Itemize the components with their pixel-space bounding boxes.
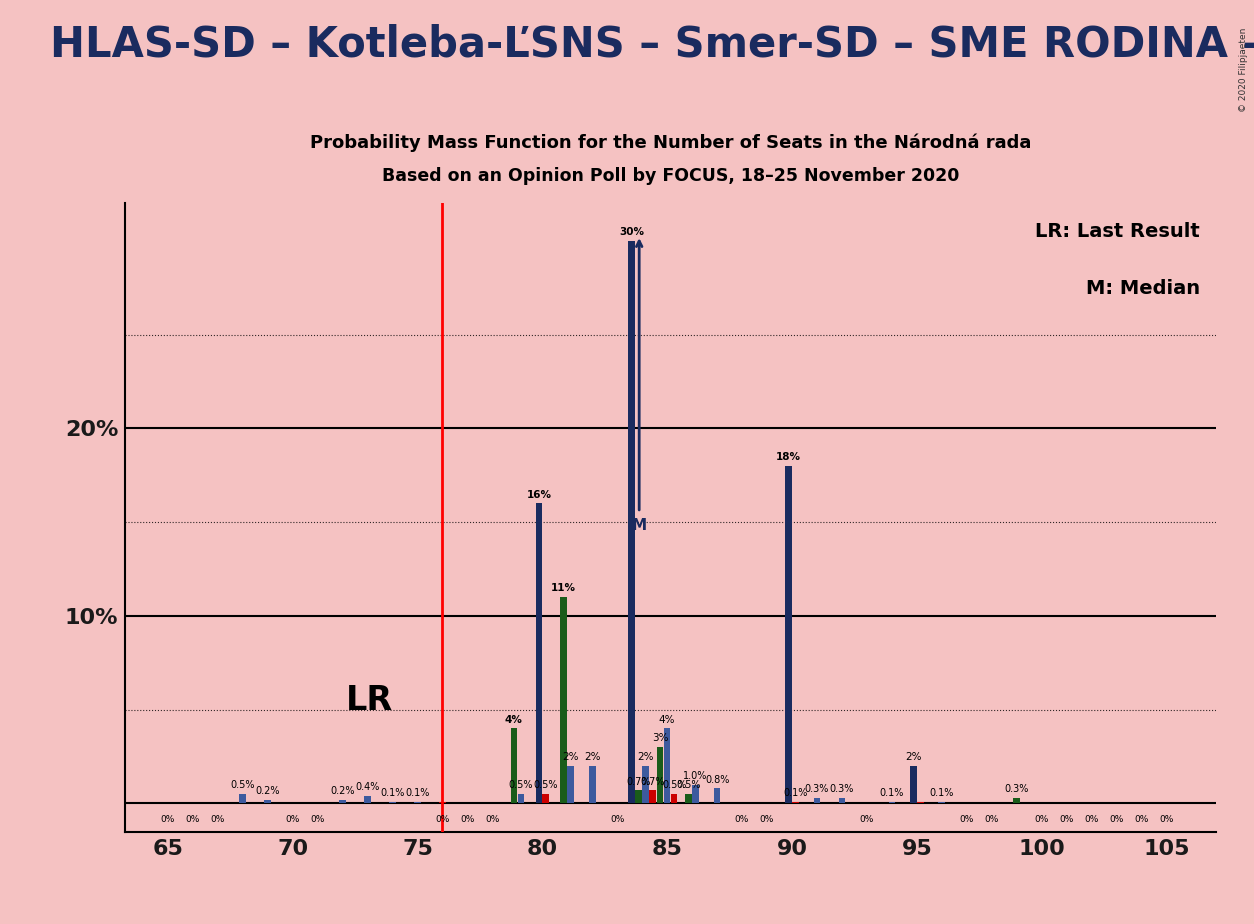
Text: 0.7%: 0.7% bbox=[627, 776, 651, 786]
Bar bbox=[439, 802, 445, 804]
Text: 2%: 2% bbox=[637, 752, 653, 762]
Text: 0%: 0% bbox=[186, 815, 199, 823]
Text: M: Median: M: Median bbox=[1086, 279, 1200, 298]
Text: 0.1%: 0.1% bbox=[879, 788, 904, 797]
Text: 2%: 2% bbox=[584, 752, 601, 762]
Text: 0%: 0% bbox=[286, 815, 300, 823]
Text: 0.1%: 0.1% bbox=[405, 788, 430, 797]
Text: 4%: 4% bbox=[658, 714, 676, 724]
Bar bbox=[510, 728, 517, 804]
Bar bbox=[793, 802, 799, 804]
Text: Probability Mass Function for the Number of Seats in the Národná rada: Probability Mass Function for the Number… bbox=[310, 134, 1032, 152]
Bar bbox=[889, 802, 895, 804]
Text: 0.3%: 0.3% bbox=[830, 784, 854, 794]
Bar bbox=[568, 766, 574, 804]
Text: 18%: 18% bbox=[776, 452, 801, 462]
Text: 0.5%: 0.5% bbox=[676, 781, 701, 790]
Text: 0%: 0% bbox=[1060, 815, 1073, 823]
Text: 0.1%: 0.1% bbox=[929, 788, 954, 797]
Bar bbox=[414, 802, 421, 804]
Text: 0%: 0% bbox=[1135, 815, 1149, 823]
Text: M: M bbox=[632, 518, 647, 533]
Text: Based on an Opinion Poll by FOCUS, 18–25 November 2020: Based on an Opinion Poll by FOCUS, 18–25… bbox=[382, 167, 959, 185]
Bar bbox=[589, 766, 596, 804]
Text: 30%: 30% bbox=[619, 227, 645, 237]
Text: 0%: 0% bbox=[735, 815, 749, 823]
Bar bbox=[714, 788, 720, 804]
Text: © 2020 Filipjaeten: © 2020 Filipjaeten bbox=[1239, 28, 1248, 112]
Text: 0.7%: 0.7% bbox=[641, 776, 665, 786]
Text: 0%: 0% bbox=[1085, 815, 1099, 823]
Bar bbox=[543, 794, 549, 804]
Text: 0.4%: 0.4% bbox=[355, 783, 380, 792]
Bar bbox=[839, 797, 845, 804]
Text: 4%: 4% bbox=[505, 714, 523, 724]
Text: HLAS-SD – Kotleba-ĽSNS – Smer-SD – SME RODINA – S: HLAS-SD – Kotleba-ĽSNS – Smer-SD – SME R… bbox=[50, 23, 1254, 65]
Text: 0%: 0% bbox=[1035, 815, 1048, 823]
Text: 0.8%: 0.8% bbox=[705, 774, 730, 784]
Bar bbox=[663, 728, 671, 804]
Text: 0%: 0% bbox=[959, 815, 974, 823]
Text: 0.5%: 0.5% bbox=[231, 781, 255, 790]
Text: 2%: 2% bbox=[905, 752, 922, 762]
Text: 1.0%: 1.0% bbox=[683, 771, 707, 781]
Text: 3%: 3% bbox=[652, 734, 668, 744]
Bar bbox=[685, 794, 692, 804]
Bar bbox=[364, 796, 371, 804]
Bar bbox=[389, 802, 396, 804]
Bar bbox=[340, 799, 346, 804]
Text: LR: LR bbox=[345, 684, 393, 717]
Text: 0.3%: 0.3% bbox=[1004, 784, 1028, 794]
Bar bbox=[561, 597, 567, 804]
Bar bbox=[671, 794, 677, 804]
Text: 16%: 16% bbox=[527, 490, 552, 500]
Bar bbox=[785, 466, 791, 804]
Text: 0.5%: 0.5% bbox=[533, 781, 558, 790]
Text: 0%: 0% bbox=[460, 815, 474, 823]
Text: 0.5%: 0.5% bbox=[509, 781, 533, 790]
Text: 0%: 0% bbox=[1110, 815, 1124, 823]
Text: 0%: 0% bbox=[485, 815, 499, 823]
Bar bbox=[636, 790, 642, 804]
Bar bbox=[642, 766, 650, 804]
Bar bbox=[535, 504, 542, 804]
Bar bbox=[917, 802, 924, 804]
Text: 0.5%: 0.5% bbox=[662, 781, 686, 790]
Text: 0.2%: 0.2% bbox=[330, 786, 355, 796]
Text: 0%: 0% bbox=[311, 815, 325, 823]
Bar bbox=[265, 799, 271, 804]
Text: 0.3%: 0.3% bbox=[805, 784, 829, 794]
Bar bbox=[518, 794, 524, 804]
Bar bbox=[650, 790, 656, 804]
Text: 0.2%: 0.2% bbox=[256, 786, 280, 796]
Bar bbox=[692, 784, 698, 804]
Text: 0%: 0% bbox=[609, 815, 624, 823]
Bar bbox=[628, 241, 635, 804]
Text: 0%: 0% bbox=[435, 815, 450, 823]
Text: 0%: 0% bbox=[984, 815, 999, 823]
Bar bbox=[814, 797, 820, 804]
Bar bbox=[938, 802, 946, 804]
Text: 0%: 0% bbox=[860, 815, 874, 823]
Bar bbox=[910, 766, 917, 804]
Text: 0%: 0% bbox=[760, 815, 774, 823]
Text: 0.1%: 0.1% bbox=[784, 788, 808, 797]
Text: 2%: 2% bbox=[563, 752, 579, 762]
Text: 0%: 0% bbox=[211, 815, 224, 823]
Bar bbox=[1013, 797, 1020, 804]
Text: 0.1%: 0.1% bbox=[380, 788, 405, 797]
Bar bbox=[240, 794, 246, 804]
Text: 0%: 0% bbox=[1159, 815, 1174, 823]
Text: 0%: 0% bbox=[161, 815, 176, 823]
Bar bbox=[657, 748, 663, 804]
Text: 11%: 11% bbox=[552, 583, 577, 593]
Text: LR: Last Result: LR: Last Result bbox=[1036, 222, 1200, 241]
